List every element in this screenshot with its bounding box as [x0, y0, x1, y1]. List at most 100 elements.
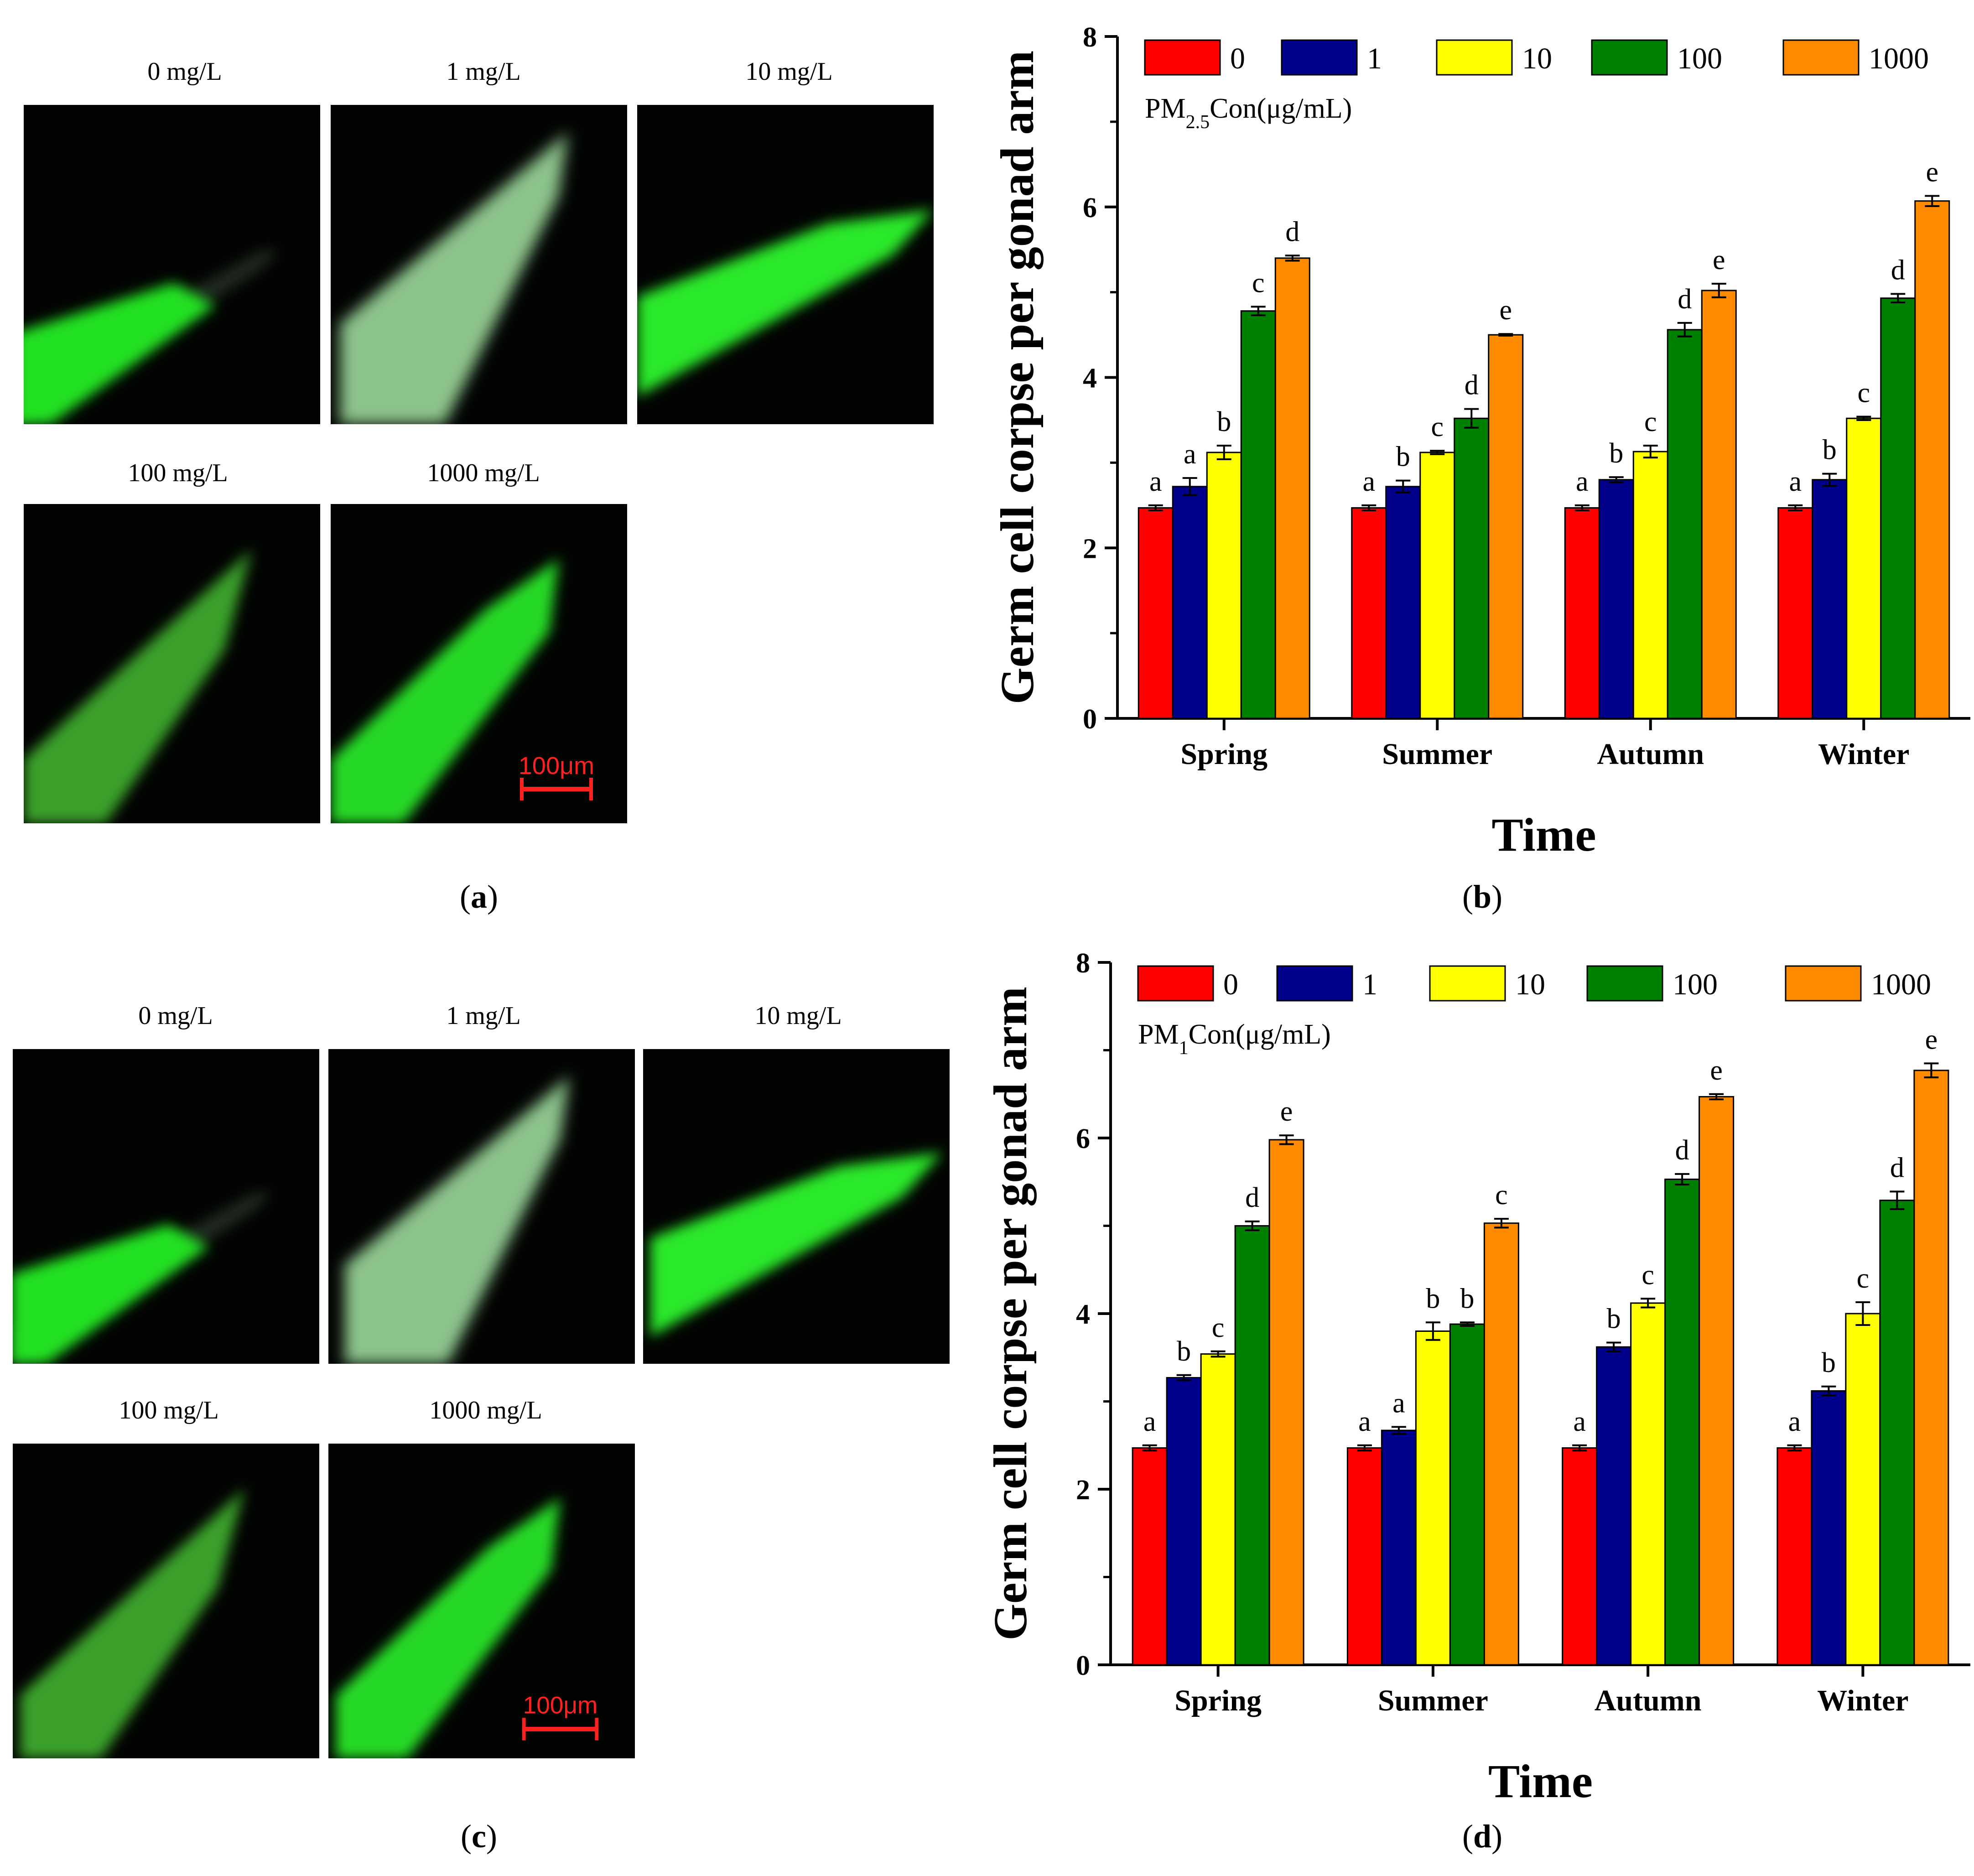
- bar: [1630, 1302, 1666, 1666]
- bar: [1701, 290, 1737, 719]
- legend-label: 1000: [1869, 42, 1929, 75]
- bar: [1172, 486, 1208, 719]
- legend-label: 0: [1223, 968, 1238, 1001]
- significance-letter: b: [1822, 1347, 1836, 1378]
- bar: [1596, 1346, 1632, 1666]
- micrograph-image: [328, 1049, 635, 1364]
- micrograph-label: 1000 mg/L: [429, 1396, 542, 1424]
- bar: [1913, 1070, 1949, 1666]
- y-tick-label: 0: [1083, 704, 1097, 735]
- panel-label: (a): [460, 878, 498, 915]
- y-tick-label: 4: [1083, 363, 1097, 394]
- significance-letter: a: [1789, 466, 1802, 497]
- legend-title: PM1Con(μg/mL): [1138, 1019, 1331, 1059]
- bar: [1234, 1225, 1270, 1666]
- micrograph-image: [13, 1444, 319, 1758]
- significance-letter: b: [1426, 1283, 1440, 1314]
- legend-swatch: [1137, 965, 1214, 1002]
- micrograph-label: 1000 mg/L: [427, 459, 540, 487]
- legend-swatch: [1586, 965, 1663, 1002]
- micrograph-image: [637, 105, 934, 424]
- significance-letter: a: [1149, 466, 1162, 497]
- x-axis-label: Time: [1488, 1755, 1593, 1808]
- legend-title-main: PM: [1145, 93, 1186, 124]
- legend-swatch: [1276, 965, 1353, 1002]
- significance-letter: e: [1926, 156, 1938, 187]
- legend-title-rest: Con(μg/mL): [1189, 1019, 1331, 1050]
- scale-bar-label: 100μm: [523, 1692, 598, 1719]
- micrograph-label: 100 mg/L: [128, 459, 228, 487]
- significance-letter: a: [1576, 466, 1589, 497]
- bar: [1845, 1313, 1881, 1666]
- bar: [1200, 1353, 1236, 1666]
- micrograph-image: [13, 1049, 319, 1364]
- bar: [1449, 1323, 1485, 1666]
- micrograph-image: [24, 105, 320, 424]
- significance-letter: d: [1675, 1135, 1689, 1166]
- significance-letter: d: [1678, 284, 1692, 315]
- x-tick-label: Autumn: [1595, 1684, 1702, 1717]
- micrograph-label: 0 mg/L: [138, 1002, 213, 1030]
- significance-letter: c: [1644, 406, 1657, 437]
- legend-title: PM2.5Con(μg/mL): [1145, 93, 1352, 133]
- y-tick-label: 6: [1083, 192, 1097, 223]
- bar: [1385, 486, 1421, 719]
- chart-svg: 0 2 4 6 8 Germ cell corpse per gonad arm Sprin…: [991, 22, 1970, 861]
- legend-label: 10: [1522, 42, 1552, 75]
- bar: [1664, 1178, 1700, 1666]
- scale-bar-label: 100μm: [519, 752, 594, 780]
- legend-swatch: [1436, 39, 1513, 76]
- y-axis-label: Germ cell corpse per gonad arm: [984, 987, 1037, 1641]
- x-tick-label: Winter: [1818, 738, 1909, 771]
- bar: [1351, 507, 1387, 719]
- x-tick-label: Autumn: [1597, 738, 1704, 771]
- significance-letter: a: [1788, 1406, 1801, 1437]
- bar: [1419, 452, 1455, 719]
- significance-letter: a: [1184, 439, 1196, 470]
- significance-letter: c: [1495, 1180, 1508, 1211]
- bar: [1454, 417, 1490, 719]
- legend-label: 1: [1367, 42, 1382, 75]
- bar: [1483, 1222, 1519, 1666]
- bar: [1811, 1390, 1847, 1666]
- micrograph-image: 100μm: [328, 1444, 635, 1758]
- significance-letter: a: [1573, 1406, 1586, 1437]
- x-tick-label: Spring: [1180, 738, 1268, 771]
- bar: [1914, 200, 1950, 719]
- bar: [1879, 1200, 1915, 1666]
- significance-letter: b: [1396, 442, 1410, 473]
- significance-letter: d: [1891, 255, 1905, 286]
- micrograph-label: 0 mg/L: [147, 57, 222, 86]
- bar: [1166, 1377, 1202, 1666]
- significance-letter: a: [1362, 466, 1375, 497]
- significance-letter: d: [1465, 370, 1479, 401]
- x-axis-label: Time: [1491, 809, 1596, 861]
- bar: [1381, 1429, 1417, 1666]
- significance-letter: e: [1280, 1096, 1293, 1127]
- legend-label: 1: [1362, 968, 1377, 1001]
- x-tick-label: Winter: [1817, 1684, 1908, 1717]
- significance-letter: b: [1217, 406, 1231, 437]
- bar: [1268, 1139, 1304, 1666]
- significance-letter: a: [1358, 1406, 1371, 1437]
- bar-chart-d: 0 2 4 6 8 Germ cell corpse per gonad arm Sprin…: [981, 926, 1974, 1815]
- bar: [1667, 329, 1703, 719]
- legend-swatch: [1281, 39, 1358, 76]
- significance-letter: e: [1499, 295, 1512, 326]
- legend-title-sub: 2.5: [1186, 112, 1210, 133]
- panel-label: (d): [1462, 1818, 1502, 1855]
- significance-letter: d: [1890, 1152, 1904, 1183]
- legend-label: 100: [1673, 968, 1718, 1001]
- bar: [1274, 257, 1310, 719]
- bar: [1488, 334, 1524, 719]
- bar: [1880, 297, 1916, 719]
- significance-letter: c: [1252, 267, 1265, 298]
- y-axis-label: Germ cell corpse per gonad arm: [991, 51, 1044, 705]
- significance-letter: c: [1857, 377, 1870, 408]
- legend-label: 10: [1515, 968, 1545, 1001]
- significance-letter: c: [1212, 1312, 1225, 1343]
- legend-swatch: [1144, 39, 1221, 76]
- significance-letter: e: [1925, 1024, 1938, 1055]
- bar: [1562, 1447, 1598, 1666]
- significance-letter: e: [1710, 1055, 1723, 1086]
